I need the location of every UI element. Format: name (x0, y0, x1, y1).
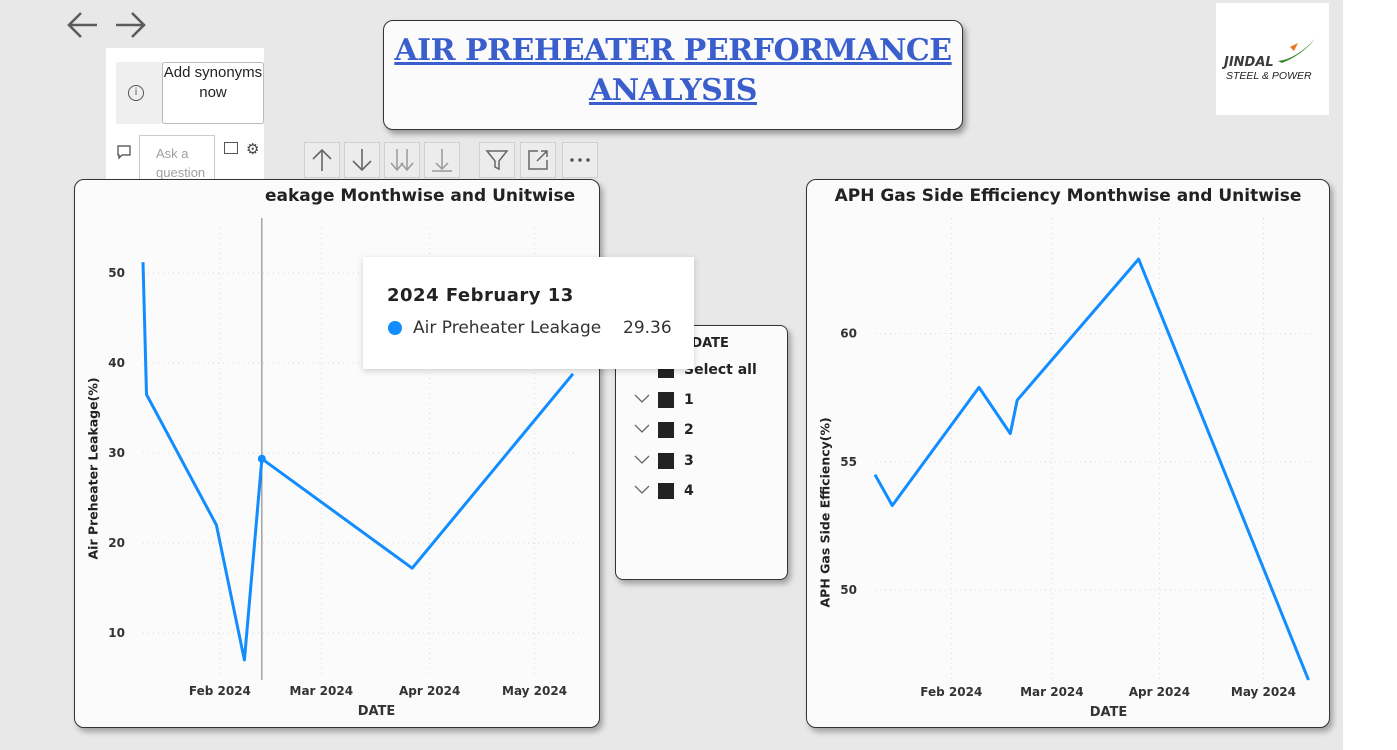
drill-down-button[interactable] (344, 142, 380, 178)
x-axis-title: DATE (358, 704, 396, 719)
y-tick-label: 40 (108, 356, 125, 370)
slicer-item-2[interactable]: 2 (634, 418, 694, 442)
leakage-line-chart[interactable]: 10 20 30 40 50 Feb 2024 Mar 2024 Apr 2024 May 20… (75, 180, 599, 727)
page-title: AIR PREHEATER PERFORMANCE ANALYSIS (394, 33, 952, 108)
logo-text-jindal: JINDAL (1224, 55, 1274, 70)
chevron-down-icon[interactable] (634, 454, 652, 469)
slicer-item-3[interactable]: 3 (634, 449, 694, 473)
slicer-item-label: 3 (684, 453, 694, 469)
x-tick-label: Mar 2024 (290, 684, 354, 698)
more-options-button[interactable] (562, 142, 598, 178)
data-point (257, 454, 266, 463)
add-synonyms-label: Add synonyms now (163, 64, 263, 101)
tooltip-value: 29.36 (623, 318, 672, 338)
leakage-chart-title: eakage Monthwise and Unitwise (265, 186, 576, 206)
drill-up-button[interactable] (304, 142, 340, 178)
y-tick-label: 55 (840, 455, 857, 469)
double-arrow-down-icon (390, 149, 414, 172)
logo-text-steel: STEEL & POWER (1226, 70, 1312, 82)
tooltip-date: 2024 February 13 (387, 285, 574, 306)
efficiency-line-chart[interactable]: 50 55 60 Feb 2024 Mar 2024 Apr 2024 May 2024 DA… (807, 180, 1329, 727)
y-tick-label: 50 (108, 266, 125, 280)
y-tick-label: 50 (840, 583, 857, 597)
title-card: AIR PREHEATER PERFORMANCE ANALYSIS (383, 20, 963, 130)
filter-icon (485, 150, 509, 171)
expand-hierarchy-icon (432, 149, 452, 172)
arrow-right-icon (116, 12, 146, 38)
chart-tooltip: 2024 February 13 Air Preheater Leakage 2… (363, 257, 694, 369)
y-tick-label: 10 (108, 626, 125, 640)
slicer-item-label: 2 (684, 422, 694, 438)
x-tick-label: Apr 2024 (1129, 685, 1190, 699)
focus-mode-icon (528, 150, 548, 170)
filter-button[interactable] (479, 142, 515, 178)
x-tick-label: Feb 2024 (189, 684, 251, 698)
x-tick-label: May 2024 (502, 684, 567, 698)
logo-swoosh-icon (1278, 39, 1315, 63)
focus-mode-button[interactable] (520, 142, 556, 178)
structure-icon[interactable] (224, 142, 238, 154)
chat-icon[interactable] (116, 144, 132, 164)
slicer-item-1[interactable]: 1 (634, 388, 694, 412)
company-logo: JINDAL STEEL & POWER (1216, 3, 1329, 115)
checkbox-icon[interactable] (658, 422, 674, 438)
chevron-down-icon[interactable] (634, 484, 652, 499)
series-color-dot (388, 321, 402, 335)
slicer-item-label: 1 (684, 392, 694, 408)
y-tick-label: 30 (108, 446, 125, 460)
x-tick-label: Apr 2024 (399, 684, 460, 698)
chevron-down-icon[interactable] (634, 423, 652, 438)
select-all-label: Select all (684, 362, 757, 378)
x-tick-label: Mar 2024 (1020, 685, 1084, 699)
info-icon[interactable]: i (128, 85, 144, 101)
arrow-up-icon (312, 148, 332, 171)
series-line (873, 257, 1310, 681)
x-axis-title: DATE (1090, 705, 1128, 720)
expand-hierarchy-button[interactable] (424, 142, 460, 178)
checkbox-icon[interactable] (658, 483, 674, 499)
chevron-down-icon[interactable] (634, 393, 652, 408)
tooltip-series-name: Air Preheater Leakage (413, 318, 602, 338)
checkbox-icon[interactable] (658, 453, 674, 469)
efficiency-chart-title: APH Gas Side Efficiency Monthwise and Un… (834, 186, 1302, 206)
slicer-item-label: 4 (684, 483, 694, 499)
x-tick-label: May 2024 (1231, 685, 1296, 699)
arrow-down-icon (352, 149, 372, 172)
checkbox-icon[interactable] (658, 392, 674, 408)
y-tick-label: 60 (840, 327, 857, 341)
back-button[interactable] (66, 8, 100, 48)
y-tick-label: 20 (108, 536, 125, 550)
efficiency-chart-card[interactable]: APH Gas Side Efficiency Monthwise and Un… (806, 179, 1330, 728)
canvas-edge (1343, 0, 1397, 750)
forward-button[interactable] (113, 8, 147, 48)
arrow-left-icon (67, 12, 97, 38)
x-tick-label: Feb 2024 (920, 685, 982, 699)
next-level-button[interactable] (384, 142, 420, 178)
more-options-icon (570, 158, 590, 162)
add-synonyms-button[interactable]: Add synonyms now (162, 62, 264, 124)
slicer-item-4[interactable]: 4 (634, 479, 694, 503)
gear-icon[interactable]: ⚙ (246, 140, 260, 158)
